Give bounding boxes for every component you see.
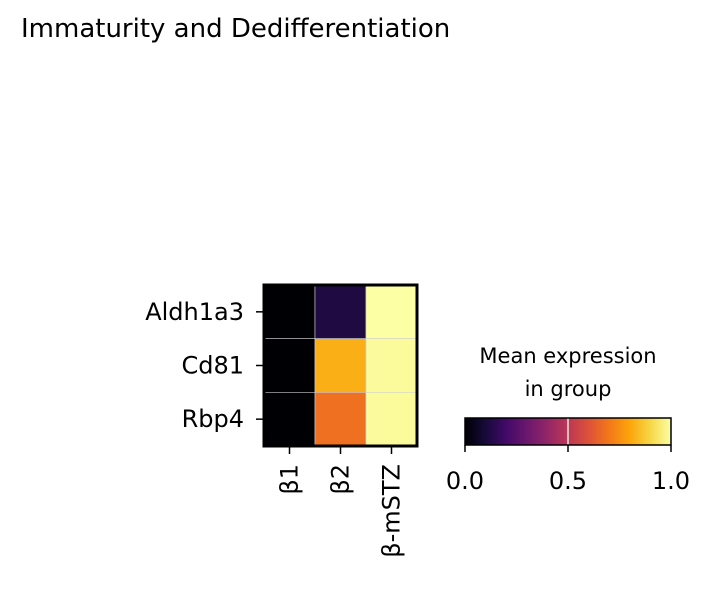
column-label: β1: [276, 464, 304, 495]
row-label: Rbp4: [182, 405, 244, 433]
colorbar-tick-label: 0.5: [549, 467, 587, 495]
column-label: β2: [327, 464, 355, 495]
row-label: Cd81: [181, 352, 244, 380]
chart-title: Immaturity and Dedifferentiation: [21, 14, 451, 44]
colorbar-tick-label: 1.0: [652, 467, 690, 495]
heatmap-cell: [263, 392, 316, 447]
colorbar-title-line-1: Mean expression: [479, 344, 657, 368]
row-ticks: Aldh1a3 Cd81 Rbp4: [145, 298, 264, 433]
colorbar-ticks: 0.0 0.5 1.0: [446, 445, 690, 495]
column-ticks: β1 β2 β-mSTZ: [276, 446, 406, 558]
column-label: β-mSTZ: [378, 464, 406, 558]
heatmap-cell: [365, 392, 418, 447]
heatmap-cell: [365, 338, 418, 393]
heatmap-cell: [365, 284, 418, 339]
heatmap-cell: [263, 338, 316, 393]
heatmap-cell: [314, 284, 367, 339]
colorbar-tick-label: 0.0: [446, 467, 484, 495]
row-label: Aldh1a3: [145, 298, 244, 326]
heatmap-cell: [314, 338, 367, 393]
colorbar-title-line-2: in group: [524, 377, 612, 401]
colorbar-title: Mean expression in group: [418, 340, 718, 406]
heatmap-cells: [263, 284, 418, 447]
heatmap-cell: [263, 284, 316, 339]
heatmap-cell: [314, 392, 367, 447]
